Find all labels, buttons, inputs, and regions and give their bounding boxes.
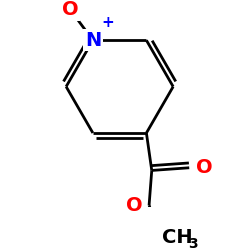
Text: +: + — [101, 16, 114, 30]
Text: 3: 3 — [188, 237, 198, 250]
Text: O: O — [196, 158, 212, 177]
Text: N: N — [85, 31, 101, 50]
Text: O: O — [126, 196, 143, 215]
Text: CH: CH — [162, 228, 192, 247]
Text: O: O — [62, 0, 78, 19]
